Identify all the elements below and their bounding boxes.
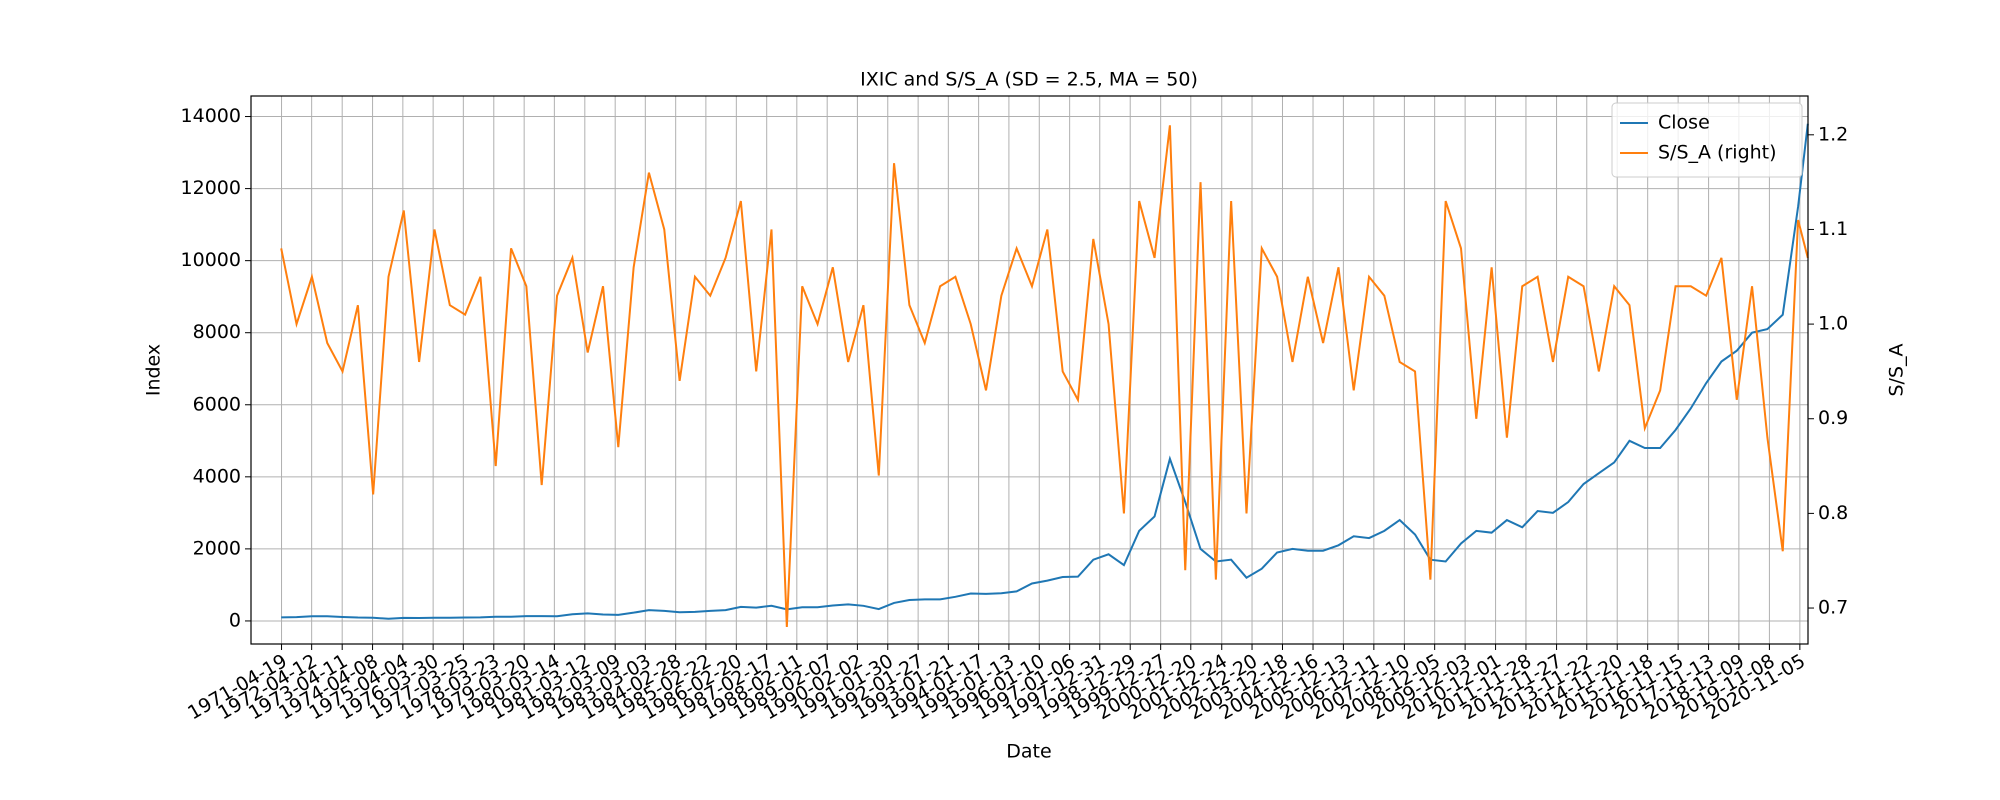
y-tick-label: 12000 xyxy=(181,177,241,199)
y-tick-label: 6000 xyxy=(193,393,241,415)
y-tick-label: 8000 xyxy=(193,321,241,343)
y-tick-label: 14000 xyxy=(181,105,241,127)
y2-tick-label: 0.9 xyxy=(1818,407,1848,429)
y2-tick-label: 1.0 xyxy=(1818,313,1848,335)
y2-tick-label: 0.8 xyxy=(1818,502,1848,524)
line-series xyxy=(281,123,1809,620)
legend-label: Close xyxy=(1658,112,1710,134)
y-tick-label: 4000 xyxy=(193,465,241,487)
y2-axis-label: S/S_A xyxy=(1886,343,1908,396)
y-tick-label: 10000 xyxy=(181,249,241,271)
plot-frame xyxy=(250,95,1809,645)
y2-tick-label: 0.7 xyxy=(1818,597,1848,619)
x-axis-label: Date xyxy=(1006,741,1051,763)
y-axis-label: Index xyxy=(143,344,165,396)
chart-title: IXIC and S/S_A (SD = 2.5, MA = 50) xyxy=(860,69,1198,91)
y2-tick-label: 1.1 xyxy=(1818,218,1848,240)
y-tick-label: 0 xyxy=(229,609,241,631)
y-tick-label: 2000 xyxy=(193,537,241,559)
y2-tick-label: 1.2 xyxy=(1818,123,1848,145)
line-series xyxy=(280,125,1809,628)
legend-label: S/S_A (right) xyxy=(1658,142,1777,164)
legend-box xyxy=(1611,102,1803,178)
